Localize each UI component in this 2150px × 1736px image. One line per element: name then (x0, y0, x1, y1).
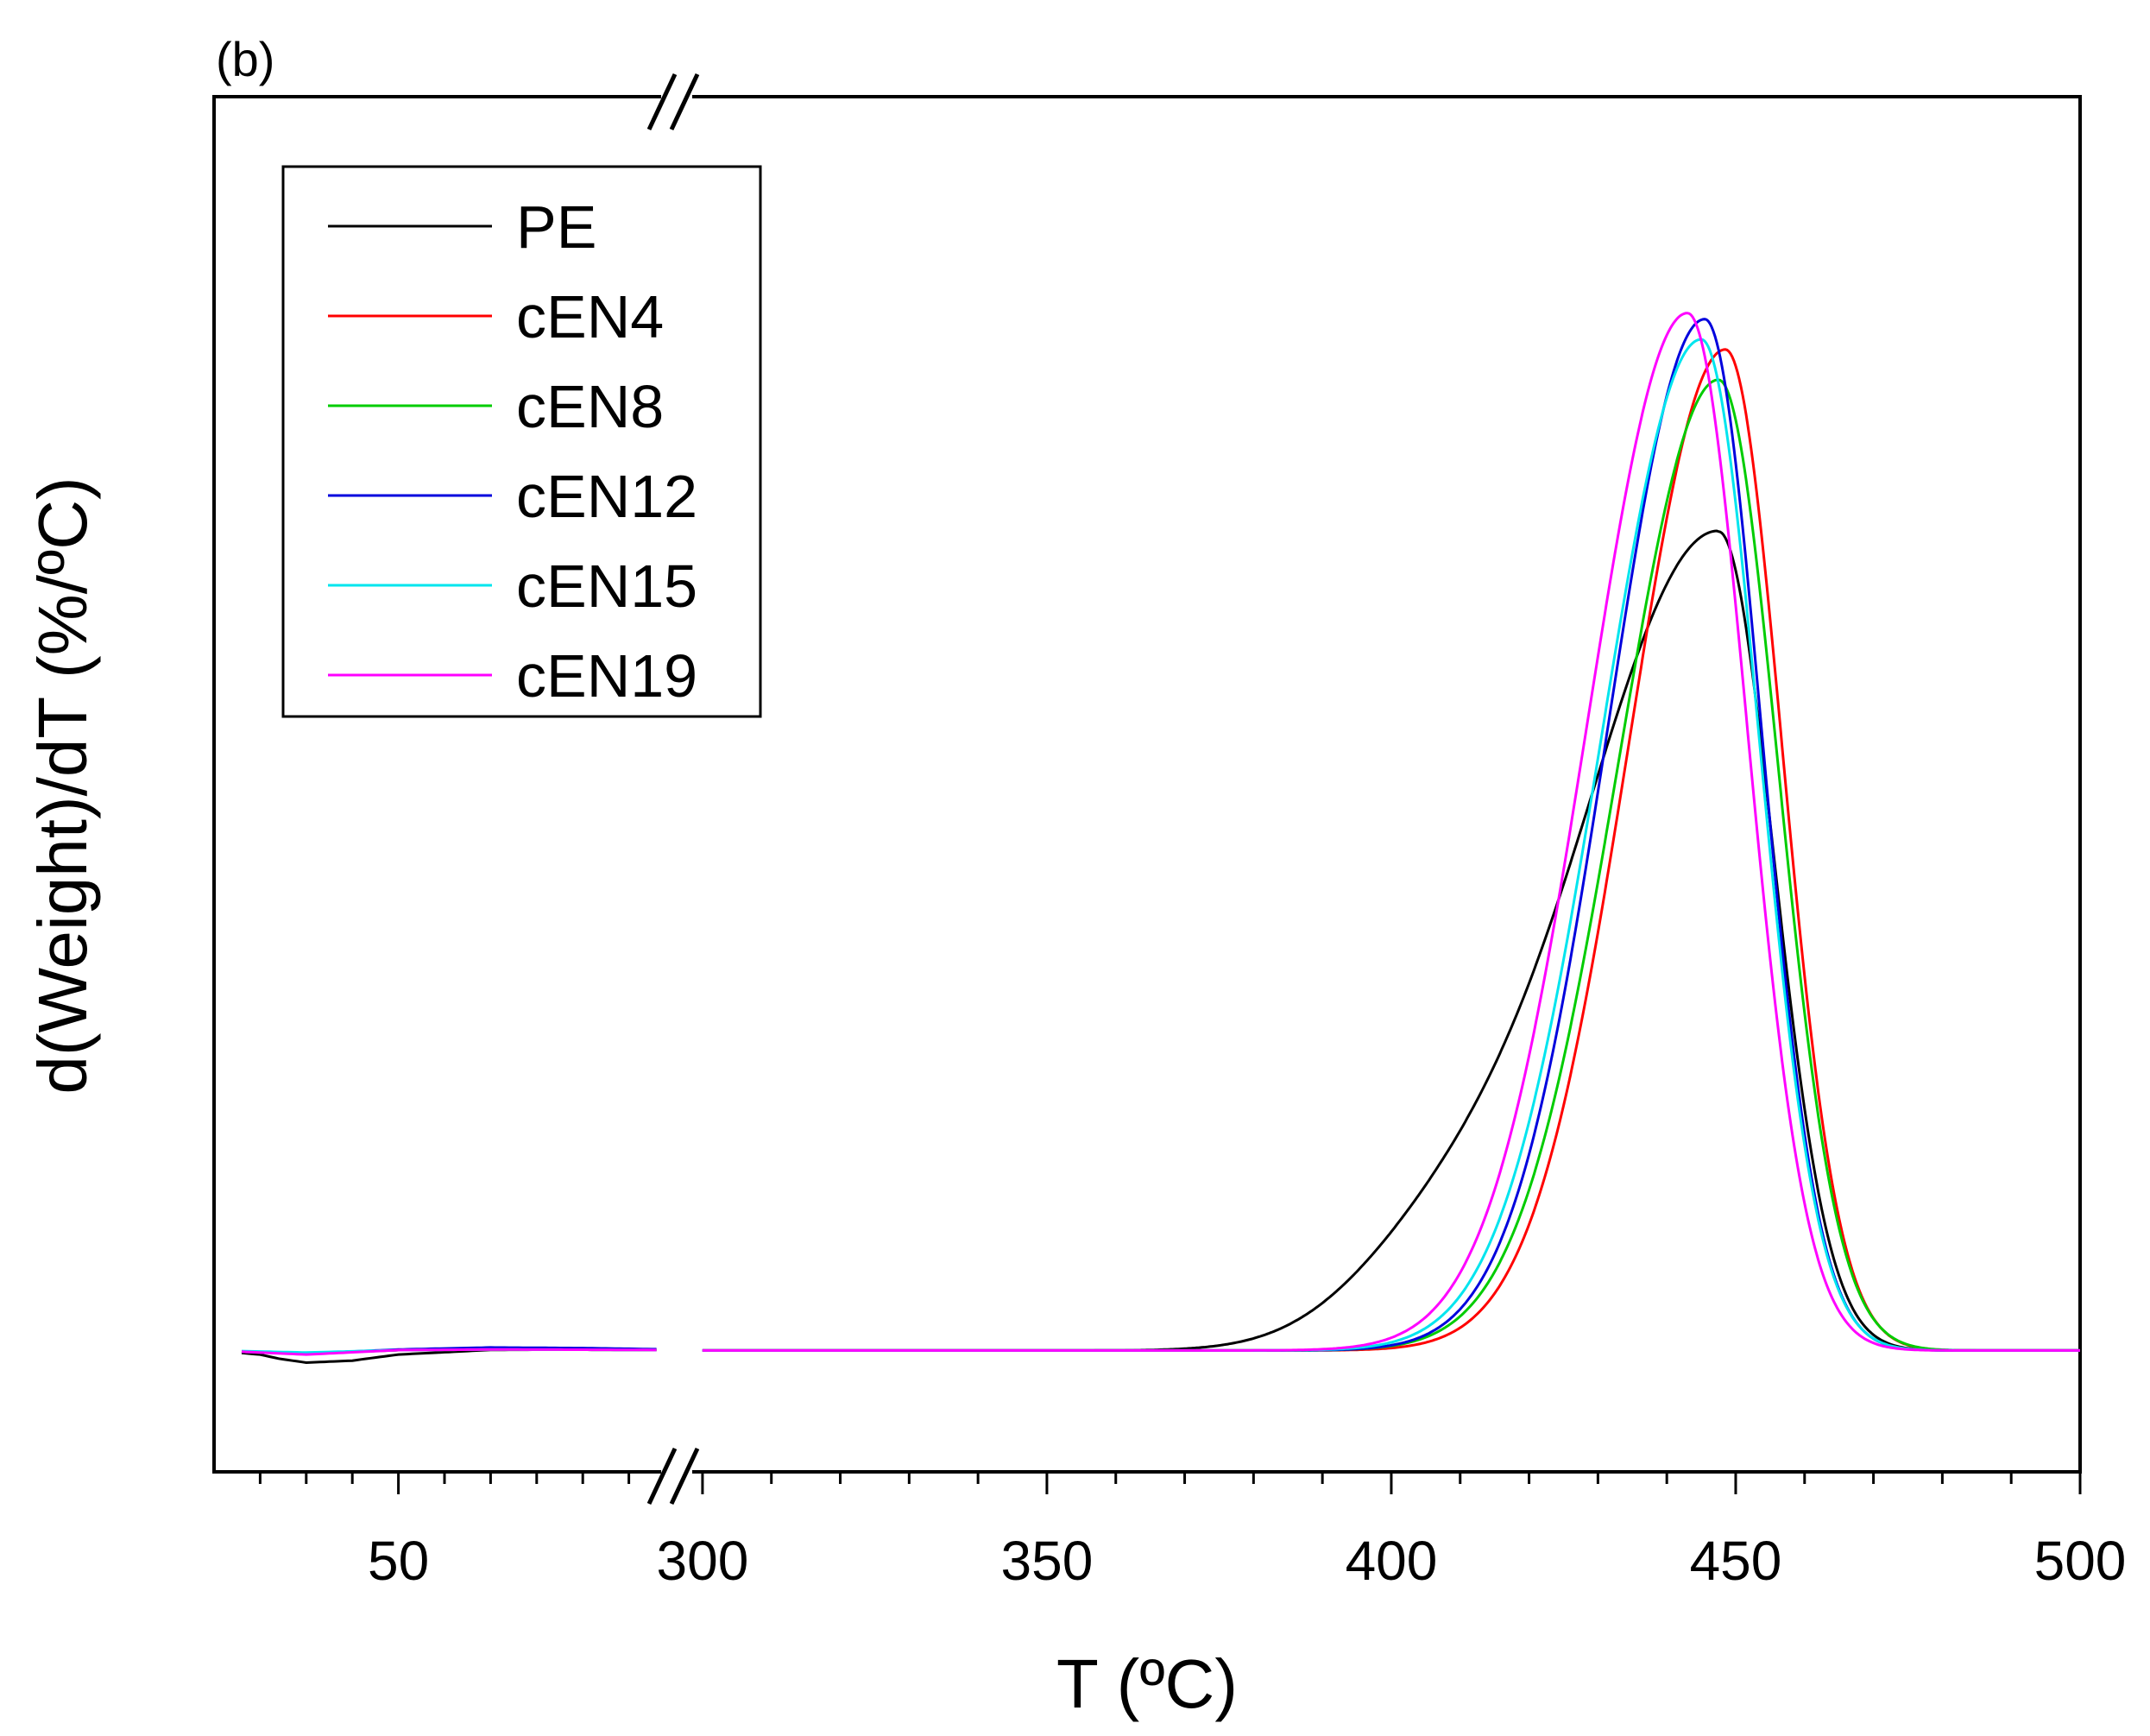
legend-label-cen12: cEN12 (516, 463, 697, 530)
legend-label-cen19: cEN19 (516, 642, 697, 710)
series-line-pe (702, 529, 2080, 1352)
x-axis-ticks (258, 1472, 2082, 1494)
legend-box (281, 165, 762, 718)
x-tick-label-300: 300 (657, 1530, 749, 1592)
x-tick-label-50: 50 (368, 1530, 429, 1592)
legend-label-cen4: cEN4 (516, 283, 664, 350)
x-tick-label-500: 500 (2034, 1530, 2127, 1592)
axis-break-slash-bottom-2 (669, 1447, 700, 1506)
axis-break-slash-bottom-1 (646, 1447, 678, 1506)
x-tick-labels: 50 300 350 400 450 500 (368, 1530, 2126, 1592)
axis-break-slash-top-2 (669, 73, 700, 131)
legend-label-cen8: cEN8 (516, 373, 664, 440)
legend-label-cen15: cEN15 (516, 552, 697, 620)
series-line-cen8 (702, 378, 2080, 1352)
plot-frame (212, 95, 2082, 1474)
series-line-cen19-low (241, 1348, 657, 1356)
series-line-cen15 (702, 338, 2080, 1352)
x-tick-label-350: 350 (1001, 1530, 1094, 1592)
panel-label: (b) (216, 32, 274, 86)
legend: PE cEN4 cEN8 cEN12 cEN15 cEN19 (281, 165, 762, 718)
axis-break-slash-top-1 (646, 73, 678, 131)
series-line-cen12 (702, 318, 2080, 1352)
series-line-cen19 (702, 312, 2080, 1352)
x-tick-label-400: 400 (1346, 1530, 1438, 1592)
x-axis-title: T (ºC) (1056, 1645, 1238, 1722)
legend-label-pe: PE (516, 193, 596, 261)
x-tick-label-450: 450 (1690, 1530, 1782, 1592)
series-lines (241, 312, 2080, 1365)
series-line-cen4 (702, 348, 2080, 1352)
y-axis-title: d(Weight)/dT (%/ºC) (24, 477, 101, 1094)
axis-break-marks (646, 73, 700, 1506)
